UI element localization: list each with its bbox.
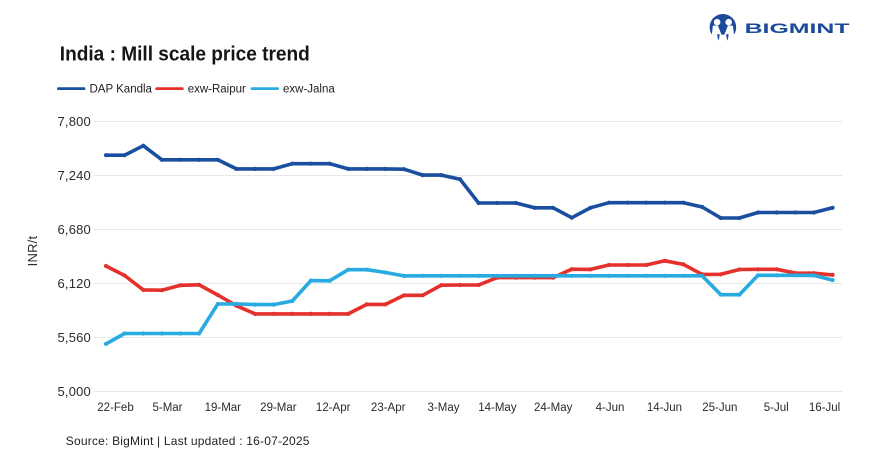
svg-text:7,800: 7,800 xyxy=(57,114,91,129)
svg-text:29-Mar: 29-Mar xyxy=(260,402,297,414)
svg-text:19-Mar: 19-Mar xyxy=(205,402,242,414)
svg-text:INR/t: INR/t xyxy=(25,236,40,267)
svg-text:25-Jun: 25-Jun xyxy=(702,402,737,414)
svg-text:7,240: 7,240 xyxy=(57,168,91,183)
svg-text:exw-Raipur: exw-Raipur xyxy=(188,84,246,96)
svg-text:India : Mill scale price trend: India : Mill scale price trend xyxy=(60,43,310,65)
svg-text:exw-Jalna: exw-Jalna xyxy=(283,84,335,96)
svg-text:24-May: 24-May xyxy=(534,402,573,414)
svg-text:5,000: 5,000 xyxy=(57,384,91,399)
svg-text:5-Jul: 5-Jul xyxy=(764,402,789,414)
svg-text:12-Apr: 12-Apr xyxy=(316,402,351,414)
svg-text:23-Apr: 23-Apr xyxy=(371,402,406,414)
svg-text:22-Feb: 22-Feb xyxy=(97,402,133,414)
svg-text:3-May: 3-May xyxy=(428,402,460,414)
svg-text:14-Jun: 14-Jun xyxy=(647,402,682,414)
svg-text:16-Jul: 16-Jul xyxy=(809,402,840,414)
svg-text:Source: BigMint | Last updated: Source: BigMint | Last updated : 16-07-2… xyxy=(66,434,310,448)
svg-text:14-May: 14-May xyxy=(478,402,517,414)
svg-text:4-Jun: 4-Jun xyxy=(596,402,625,414)
svg-text:5,560: 5,560 xyxy=(57,330,91,345)
svg-text:6,120: 6,120 xyxy=(57,276,91,291)
svg-text:DAP Kandla: DAP Kandla xyxy=(90,84,153,96)
svg-text:5-Mar: 5-Mar xyxy=(152,402,182,414)
svg-text:BIGMINT: BIGMINT xyxy=(745,20,851,36)
svg-text:6,680: 6,680 xyxy=(57,222,91,237)
